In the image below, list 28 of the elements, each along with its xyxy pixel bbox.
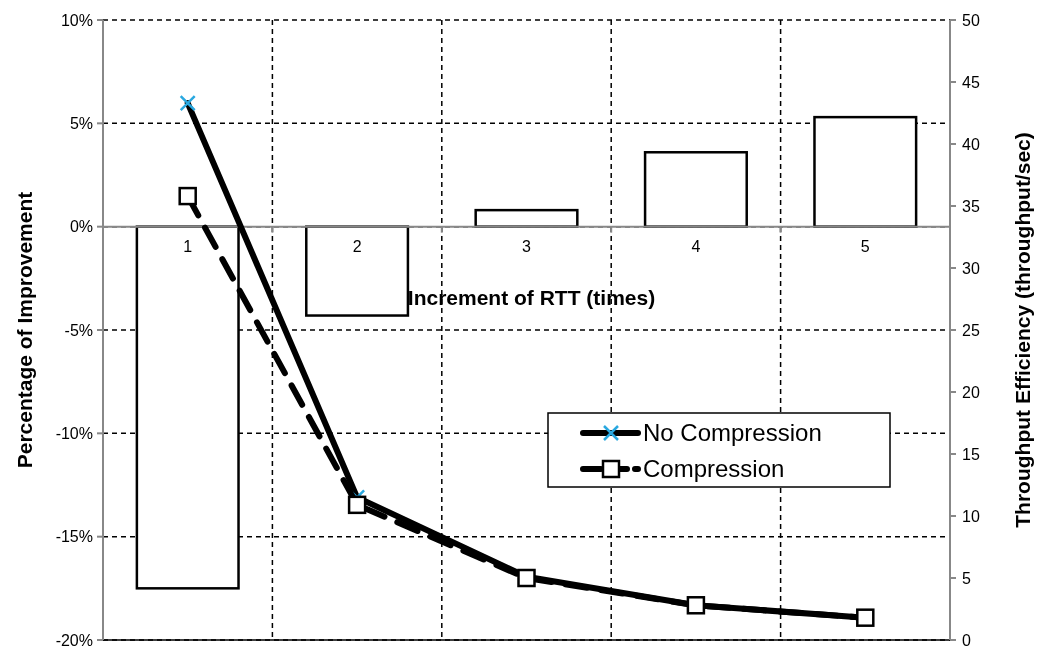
y2-tick-label: 50 [962,11,980,29]
y2-tick-label: 40 [962,135,980,153]
y2-tick-label: 15 [962,445,980,463]
x-tick-label: 5 [860,237,870,255]
y-tick-label: 0% [69,218,93,236]
legend-label: No Compression [643,419,822,447]
y-tick-label: 5% [69,114,93,132]
y-tick-label: -15% [55,528,93,546]
y2-tick-label: 10 [962,507,980,525]
x-axis-title: Increment of RTT (times) [407,285,656,309]
y2-tick-label: 0 [962,631,971,649]
y-axis-title: Percentage of Improvement [13,191,36,469]
legend-label: Compression [643,455,785,483]
y2-tick-label: 5 [962,569,971,587]
y2-tick-label: 35 [962,197,980,215]
x-tick-label: 2 [352,237,362,255]
y2-tick-label: 45 [962,73,980,91]
x-tick-label: 3 [522,237,532,255]
y-tick-label: -5% [64,321,93,339]
y-tick-label: -20% [55,631,93,649]
y2-tick-label: 30 [962,259,980,277]
y2-tick-label: 20 [962,383,980,401]
y2-tick-label: 25 [962,321,980,339]
y2-axis-title: Throughput Efficiency (throughput/sec) [1011,132,1034,528]
x-tick-label: 1 [183,237,193,255]
y-tick-label: 10% [60,11,93,29]
y-tick-label: -10% [55,424,93,442]
x-tick-label: 4 [691,237,701,255]
